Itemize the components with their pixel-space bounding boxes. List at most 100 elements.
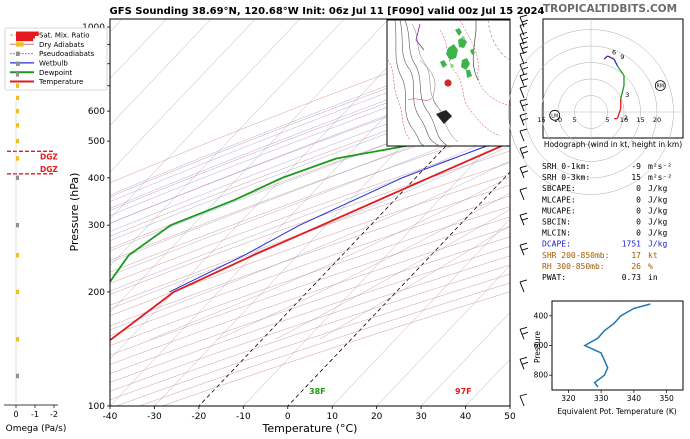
moist-adiabat-line [110,46,510,202]
hodograph-panel: 15 10 5 5 10 15 20 69 3 2 RM LM Hodograph (wind in… [508,18,684,195]
wind-barb-staff [519,53,525,64]
legend-box [4,27,108,91]
omega-bar [16,175,19,181]
omega-bar [16,34,35,39]
dry-adiabat-line [110,58,510,211]
index-value: 0 [636,229,641,238]
index-value: -9 [631,162,641,171]
hodograph-ring-label: 5 [572,116,576,124]
hodograph-segment [603,55,608,60]
hodograph-ring-label: 15 [636,116,644,124]
theta-e-line [583,303,651,388]
wind-barb-flag [519,393,528,397]
wind-barb-flag [519,165,528,169]
theta-e-y-label: Pressure [533,331,542,363]
temperature-tick-label: 50 [504,412,516,422]
legend-label-moist: Pseudoadiabats [39,50,95,58]
hodograph-ring-label: 5 [605,116,609,124]
hodograph-ring-label: 10 [620,116,628,124]
hodograph-height-label: 3 [625,91,629,99]
wind-barb-flag [521,117,529,121]
theta-e-x-tick-label: 350 [659,394,674,403]
temperature-tick-label: -40 [103,412,118,422]
theta-e-y-tick-label: 800 [534,371,549,380]
isotherm-line [110,19,434,360]
index-label: SHR 200-850mb: [542,251,609,260]
index-value: 0 [636,195,641,204]
wind-barb-flag [521,170,529,174]
index-unit: in [648,273,658,282]
hodograph-segment [620,85,625,99]
wind-barb-flag [519,212,528,216]
wind-barb-flag [519,146,528,149]
index-unit: kt [648,251,658,260]
dry-adiabat-line [110,184,510,327]
wind-barb-flag [519,242,528,246]
moist-adiabat-line [110,118,510,276]
storm-motion-marker [654,80,666,91]
hodograph-segment [616,108,622,119]
moist-adiabat-line [217,192,510,340]
wind-barb-flag [519,356,528,360]
wind-barb-staff [519,395,525,407]
theta-e-frame [551,300,684,391]
theta-e-x-tick-label: 320 [561,394,576,403]
omega-bar [16,252,19,258]
index-label: SBCAPE: [542,184,576,193]
omega-bar [16,61,20,66]
moist-adiabat-line [110,160,510,331]
hodograph-caption: Hodograph (wind in kt, height in km) [544,140,682,149]
omega-bar [16,83,19,88]
moist-adiabat-line [150,176,510,340]
isotherm-line [198,77,510,406]
wind-barb-flag [519,85,528,89]
wind-barb-flag [519,98,528,102]
wind-barb-flag [521,46,529,50]
wind-barb-staff [519,189,525,200]
wind-barb-flag [519,128,528,132]
omega-panel: 0 -1 -2 Omega (Pa/s) [4,31,67,434]
index-label: SRH 0-1km: [542,162,590,171]
dry-adiabat-line [110,216,510,356]
omega-axis-label: Omega (Pa/s) [6,424,67,434]
temperature-tick-label: 30 [415,412,427,422]
dry-adiabat-line [110,246,510,383]
index-label: RH 300-850mb: [542,262,605,271]
wind-barb-flag [519,73,528,77]
index-label: DCAPE: [542,240,571,249]
wind-barb-flag [519,41,528,45]
wind-barb-staff [519,130,525,142]
dry-adiabat-line [110,236,510,374]
index-unit: J/kg [648,229,667,238]
inset-map-contours [387,20,510,146]
wind-barb-flag [521,36,529,40]
index-label: SRH 0-3km: [542,173,590,182]
temperature-tick-label: 0 [285,412,291,422]
wind-barb-flag [521,217,529,221]
theta-e-panel: 320 330 340 350 400 600 800 Pressure Equivalen… [533,300,684,416]
wind-barb-flag [521,19,529,23]
temperature-ticks: -40 -30 -20 -10 0 10 20 30 40 50 [103,406,516,422]
isotherm-line [110,19,256,173]
omega-tick-label: -1 [31,410,39,419]
index-unit: J/kg [648,206,667,215]
wind-barb-staff [519,281,525,293]
index-label: PWAT: [542,273,566,282]
index-unit: J/kg [648,184,667,193]
index-label: MUCAPE: [542,206,576,215]
hodograph-height-label: 9 [620,53,624,61]
pressure-tick-label: 600 [88,107,105,117]
legend-label-mixing: Sat. Mix. Ratio [39,32,89,40]
isotherm-line [420,312,510,406]
indices-table: SRH 0-1km: -9 m²s⁻² SRH 0-3km: 15 m²s⁻² SBCAPE… [542,162,672,282]
index-unit: J/kg [648,240,667,249]
wind-barb-flag [521,361,529,365]
omega-bar [16,289,19,295]
omega-bar [16,42,24,47]
wind-barb-flag [519,187,528,191]
wind-barb-flag [519,14,528,18]
hodograph-ring-label: 10 [554,116,562,124]
dry-adiabat-line [110,195,510,337]
surface-temperature-label: 97F [455,387,472,396]
